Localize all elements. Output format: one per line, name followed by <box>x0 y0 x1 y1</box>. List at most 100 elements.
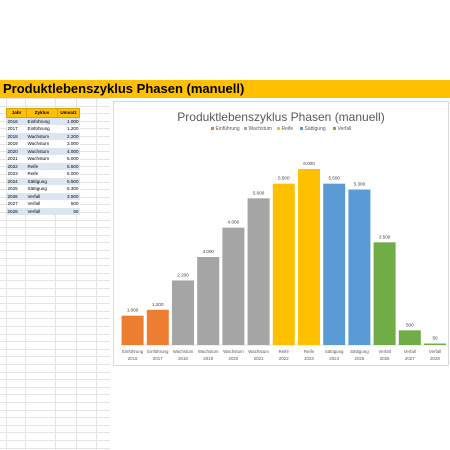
cell-umsatz[interactable]: 50 <box>57 207 80 215</box>
cell-umsatz[interactable]: 1.200 <box>57 125 80 133</box>
cell-umsatz[interactable]: 1.000 <box>57 117 80 125</box>
table-row: 2019 Wachstum 3.000 <box>6 140 80 148</box>
sheet-gridline <box>0 105 110 107</box>
sheet-gridline <box>0 440 110 441</box>
header-jahr[interactable]: Jahr <box>6 108 27 118</box>
cell-jahr[interactable]: 2022 <box>6 162 27 170</box>
bar <box>373 242 396 345</box>
table-row: 2027 Verfall 500 <box>6 200 80 208</box>
sheet-gridline <box>0 356 110 358</box>
cell-umsatz[interactable]: 5.500 <box>57 162 80 170</box>
cell-umsatz[interactable]: 500 <box>57 200 80 208</box>
x-tick-year: 2016 <box>128 356 138 361</box>
bar <box>348 189 371 345</box>
cell-zyklus[interactable]: Verfall <box>26 207 58 215</box>
data-label: 500 <box>406 322 414 327</box>
x-tick-label: Wachstum <box>223 349 244 354</box>
cell-umsatz[interactable]: 6.000 <box>57 170 80 178</box>
data-label: 1.000 <box>127 308 139 313</box>
data-label: 4.000 <box>228 220 240 225</box>
legend-swatch <box>277 127 280 130</box>
table-row: 2025 Sättigung 5.300 <box>6 185 80 193</box>
x-tick-year: 2017 <box>153 356 163 361</box>
data-table: Jahr Zyklus Umsatz 2016 Einführung 1.000 20… <box>6 108 80 215</box>
table-row: 2023 Reife 6.000 <box>6 170 80 178</box>
cell-umsatz[interactable]: 5.500 <box>57 177 80 185</box>
sheet-gridline <box>0 341 110 343</box>
table-header-row: Jahr Zyklus Umsatz <box>6 108 80 118</box>
x-tick-label: Reife <box>304 349 315 354</box>
cell-zyklus[interactable]: Einführung <box>26 125 58 133</box>
table-row: 2024 Sättigung 5.500 <box>6 177 80 185</box>
data-label: 5.500 <box>328 176 340 181</box>
x-tick-label: Einführung <box>147 349 169 354</box>
legend-swatch <box>211 127 214 130</box>
sheet-gridline <box>0 379 110 381</box>
sheet-gridline <box>0 333 110 335</box>
x-tick-year: 2022 <box>279 356 289 361</box>
cell-jahr[interactable]: 2021 <box>6 155 27 163</box>
cell-umsatz[interactable]: 2.200 <box>57 132 80 140</box>
header-zyklus[interactable]: Zyklus <box>26 108 58 118</box>
cell-zyklus[interactable]: Wachstum <box>26 147 58 155</box>
legend-label: Sättigung <box>305 126 326 132</box>
cell-jahr[interactable]: 2016 <box>6 117 27 125</box>
cell-zyklus[interactable]: Verfall <box>26 192 58 200</box>
cell-zyklus[interactable]: Sättigung <box>26 177 58 185</box>
sheet-gridline <box>0 310 110 312</box>
data-label: 6.000 <box>303 161 315 166</box>
table-row: 2016 Einführung 1.000 <box>6 117 80 125</box>
sheet-gridline <box>0 364 110 365</box>
cell-jahr[interactable]: 2018 <box>6 132 27 140</box>
data-label: 3.500 <box>379 234 391 239</box>
chart-frame[interactable]: Produktlebenszyklus Phasen (manuell) Einf… <box>113 101 449 366</box>
data-label: 5.000 <box>253 190 265 195</box>
sheet-gridline <box>0 447 110 449</box>
table-row: 2022 Reife 5.500 <box>6 162 80 170</box>
cell-zyklus[interactable]: Wachstum <box>26 140 58 148</box>
cell-zyklus[interactable]: Sättigung <box>26 185 58 193</box>
bar <box>146 309 169 345</box>
cell-jahr[interactable]: 2028 <box>6 207 27 215</box>
cell-umsatz[interactable]: 5.300 <box>57 185 80 193</box>
cell-jahr[interactable]: 2027 <box>6 200 27 208</box>
cell-zyklus[interactable]: Reife <box>26 162 58 170</box>
bar <box>121 315 144 345</box>
table-row: 2028 Verfall 50 <box>6 207 80 215</box>
cell-zyklus[interactable]: Reife <box>26 170 58 178</box>
sheet-gridline <box>25 98 26 450</box>
cell-jahr[interactable]: 2020 <box>6 147 27 155</box>
cell-umsatz[interactable]: 3.500 <box>57 192 80 200</box>
sheet-gridline <box>0 280 110 282</box>
sheet-gridline <box>0 219 110 221</box>
cell-zyklus[interactable]: Wachstum <box>26 132 58 140</box>
cell-umsatz[interactable]: 3.000 <box>57 140 80 148</box>
sheet-gridline <box>0 386 110 388</box>
cell-jahr[interactable]: 2017 <box>6 125 27 133</box>
cell-zyklus[interactable]: Verfall <box>26 200 58 208</box>
table-row: 2017 Einführung 1.200 <box>6 125 80 133</box>
legend-swatch <box>333 127 336 130</box>
sheet-gridline <box>0 371 110 373</box>
cell-jahr[interactable]: 2025 <box>6 185 27 193</box>
sheet-gridline <box>0 295 110 297</box>
data-label: 3.000 <box>202 249 214 254</box>
x-tick-year: 2021 <box>254 356 264 361</box>
header-umsatz[interactable]: Umsatz <box>57 108 80 118</box>
cell-zyklus[interactable]: Einführung <box>26 117 58 125</box>
cell-jahr[interactable]: 2023 <box>6 170 27 178</box>
x-tick-label: Sättigung <box>325 349 344 354</box>
cell-zyklus[interactable]: Wachstum <box>26 155 58 163</box>
sheet-gridline <box>0 409 110 411</box>
bar <box>222 227 245 345</box>
sheet-gridline <box>0 348 110 350</box>
x-tick-label: Verfall <box>429 349 441 354</box>
x-tick-year: 2018 <box>178 356 188 361</box>
cell-jahr[interactable]: 2019 <box>6 140 27 148</box>
cell-jahr[interactable]: 2026 <box>6 192 27 200</box>
cell-umsatz[interactable]: 5.000 <box>57 155 80 163</box>
cell-umsatz[interactable]: 4.000 <box>57 147 80 155</box>
sheet-gridline <box>0 402 110 403</box>
bar <box>323 183 346 345</box>
cell-jahr[interactable]: 2024 <box>6 177 27 185</box>
